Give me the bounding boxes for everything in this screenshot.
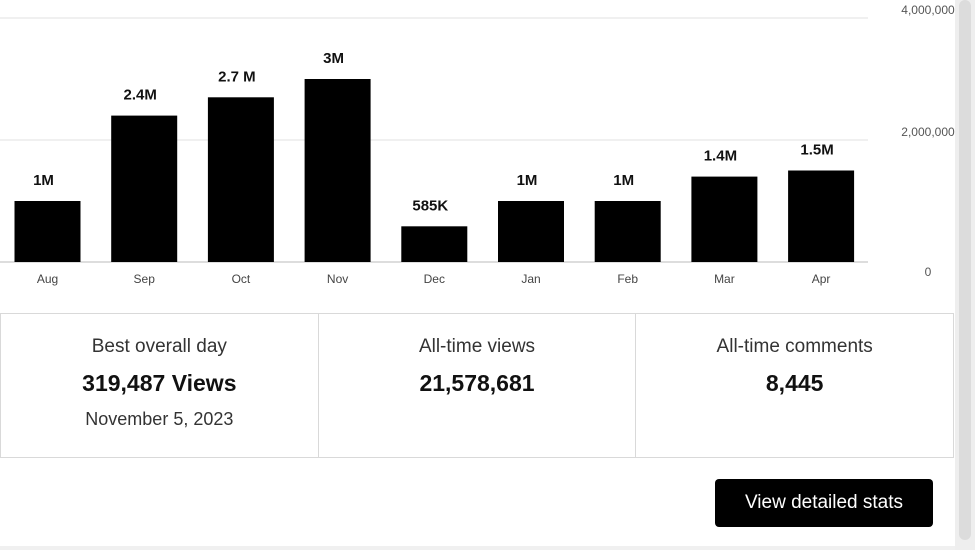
stat-value: 21,578,681: [419, 370, 535, 396]
x-tick-label: Dec: [424, 272, 445, 286]
y-tick-label: 2,000,000: [901, 125, 955, 139]
stat-value: 319,487 Views: [82, 370, 237, 396]
stat-label: All-time views: [418, 336, 536, 357]
stat-all-time-comments: All-time comments 8,445: [636, 314, 953, 457]
data-label: 1.5M: [800, 142, 833, 159]
chart-labels: 0 2,000,000 4,000,000 1M Aug 2.4M Sep 2.7 M Oct 3…: [33, 3, 955, 286]
data-label: 1.4M: [704, 148, 737, 165]
data-label: 585K: [412, 197, 448, 214]
bar-dec[interactable]: [401, 226, 468, 262]
chart-bars: [14, 79, 855, 263]
stat-best-day: Best overall day 319,487 Views November …: [1, 314, 319, 457]
x-tick-label: Nov: [327, 272, 348, 286]
data-label: 2.7 M: [218, 68, 256, 85]
view-detailed-stats-button[interactable]: View detailed stats: [715, 479, 933, 527]
bar-mar[interactable]: [691, 176, 758, 262]
x-tick-label: Feb: [617, 272, 638, 286]
x-tick-label: Oct: [232, 272, 251, 286]
bar-feb[interactable]: [594, 201, 661, 262]
bar-oct[interactable]: [207, 97, 274, 262]
stat-all-time-views: All-time views 21,578,681: [319, 314, 637, 457]
stat-date: November 5, 2023: [85, 409, 234, 429]
x-tick-label: Mar: [714, 272, 735, 286]
bar-nov[interactable]: [304, 79, 371, 262]
stat-value: 8,445: [765, 370, 824, 396]
x-tick-label: Aug: [37, 272, 58, 286]
monthly-views-chart: 0 2,000,000 4,000,000 1M Aug 2.4M Sep 2.7 M Oct 3…: [0, 3, 955, 286]
bar-jan[interactable]: [498, 201, 564, 262]
x-tick-label: Jan: [521, 272, 540, 286]
data-label: 1M: [517, 172, 538, 189]
scrollbar-thumb[interactable]: [959, 0, 971, 540]
stat-label: Best overall day: [91, 336, 227, 357]
bar-aug[interactable]: [14, 201, 81, 262]
stats-card: 0 2,000,000 4,000,000 1M Aug 2.4M Sep 2.7 M Oct 3…: [0, 0, 955, 546]
data-label: 1M: [33, 172, 54, 189]
y-tick-label: 0: [925, 265, 932, 279]
data-label: 3M: [323, 50, 344, 67]
bar-sep[interactable]: [111, 115, 178, 262]
stats-summary-row: Best overall day 319,487 Views November …: [0, 313, 954, 458]
data-label: 1M: [613, 172, 634, 189]
x-tick-label: Sep: [134, 272, 156, 286]
data-label: 2.4M: [124, 87, 157, 104]
x-tick-label: Apr: [812, 272, 831, 286]
stat-label: All-time comments: [716, 336, 873, 357]
bar-apr[interactable]: [788, 170, 855, 263]
y-tick-label: 4,000,000: [901, 3, 955, 17]
